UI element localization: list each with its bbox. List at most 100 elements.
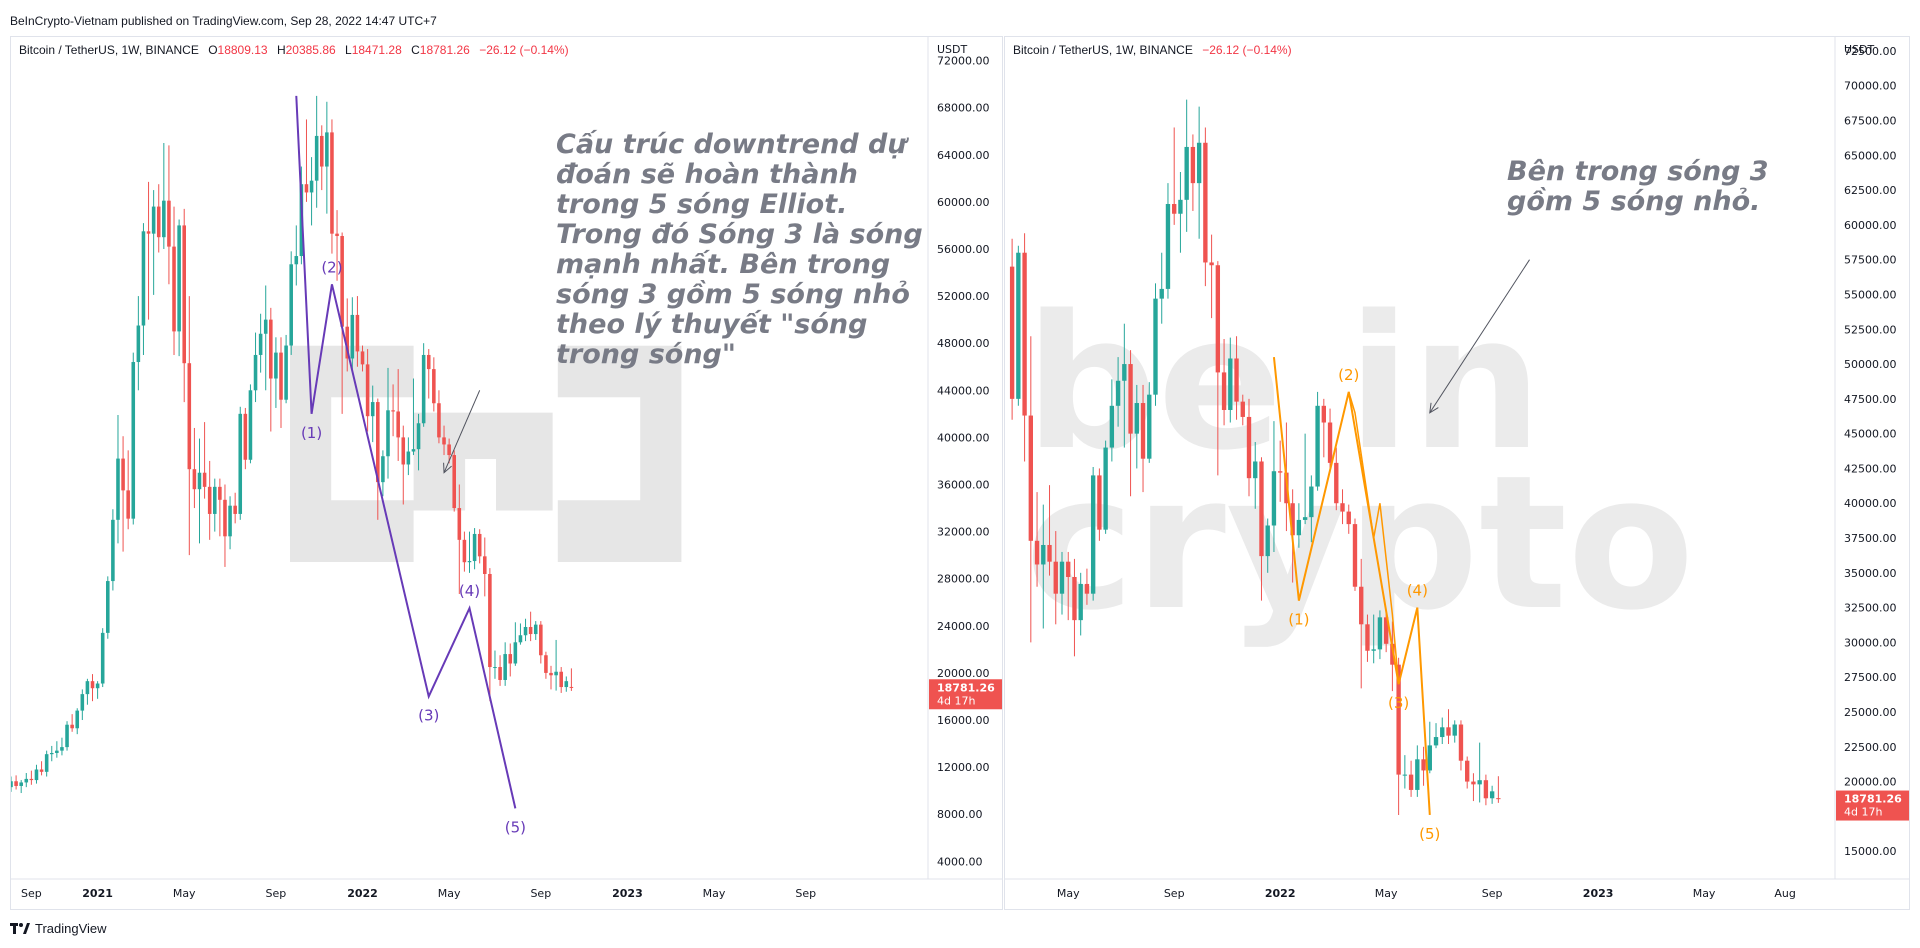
bic-watermark-logo-icon: [290, 345, 682, 562]
candle-body: [14, 781, 18, 786]
candle: [533, 621, 538, 640]
legend-high-value: 20385.86: [285, 43, 336, 57]
x-tick-label: Aug: [1774, 887, 1795, 900]
candle-body: [223, 499, 227, 537]
candle: [238, 406, 243, 520]
candle-body: [1172, 204, 1177, 214]
candle-body: [544, 655, 548, 673]
legend-open-value: 18809.13: [217, 43, 268, 57]
candle-body: [319, 135, 324, 167]
y-tick-label: 50000.00: [1844, 358, 1897, 371]
candle-body: [1452, 724, 1457, 736]
candle: [1246, 398, 1252, 497]
candle: [1471, 773, 1476, 802]
candle: [376, 398, 380, 520]
candle-body: [1427, 745, 1432, 771]
candle-body: [376, 402, 380, 483]
candle: [75, 708, 80, 735]
y-tick-label: 67500.00: [1844, 115, 1897, 128]
candle-body: [29, 778, 34, 781]
candle-body: [406, 451, 411, 465]
candle-body: [228, 505, 232, 537]
legend-right: Bitcoin / TetherUS, 1W, BINANCE −26.12 (…: [1013, 43, 1292, 57]
x-tick-label: May: [1375, 887, 1398, 900]
candle-body: [325, 132, 329, 167]
candle-body: [1028, 415, 1034, 541]
candle: [467, 531, 472, 573]
candle: [1022, 233, 1027, 462]
candle: [1371, 614, 1376, 664]
legend-left-change: −26.12 (−0.14%): [479, 43, 569, 57]
y-tick-label: 70000.00: [1844, 80, 1897, 93]
candle: [192, 427, 197, 509]
candle-body: [274, 352, 278, 379]
candle: [207, 460, 212, 540]
candle-body: [1153, 298, 1158, 395]
y-tick-label: 44000.00: [937, 384, 990, 397]
candle: [248, 384, 253, 464]
candle-body: [508, 654, 513, 664]
chart-panel-right[interactable]: be in crypto USDT 72500.00 70000.00 67500.00 6…: [1004, 36, 1910, 910]
annotation-arrow: [443, 390, 481, 473]
tradingview-footer: TradingView: [10, 921, 107, 936]
candle-body: [330, 132, 334, 234]
annotation-line: trong 5 sóng Elliot.: [556, 189, 847, 220]
x-tick-label: 2023: [1583, 887, 1614, 900]
candle: [1352, 518, 1358, 591]
annotation-arrow: [1429, 259, 1530, 414]
chart-panel-left[interactable]: USDT 72000.00 68000.00 64000.00 60000.00 5600…: [10, 36, 1003, 910]
candle-body: [253, 354, 258, 391]
candle: [330, 119, 334, 254]
candle: [167, 145, 171, 285]
candle: [518, 623, 523, 645]
candle: [60, 737, 64, 756]
candle: [172, 206, 176, 355]
candle-body: [365, 364, 370, 417]
y-tick-label: 42500.00: [1844, 462, 1897, 475]
y-tick-label: 60000.00: [937, 196, 990, 209]
candle: [34, 764, 39, 784]
candle: [1134, 384, 1139, 469]
annotation-line: theo lý thuyết "sóng: [556, 309, 867, 340]
y-tick-label: 60000.00: [1844, 219, 1897, 232]
candle: [1016, 245, 1021, 406]
candle: [549, 665, 553, 690]
candle-body: [1159, 288, 1164, 299]
candle-body: [1215, 265, 1221, 373]
candle: [1103, 440, 1108, 534]
candle-body: [1240, 401, 1245, 417]
candle: [177, 219, 181, 357]
candle: [162, 142, 166, 249]
elliott-wave-line: [295, 95, 517, 809]
candle-body: [197, 472, 202, 490]
candle: [1327, 408, 1333, 473]
candle: [263, 285, 268, 391]
candle: [569, 668, 574, 691]
candle-body: [202, 472, 207, 487]
candle-body: [207, 486, 212, 514]
candle: [447, 438, 451, 464]
candle: [49, 745, 54, 762]
candle: [80, 689, 85, 721]
candle-body: [1365, 624, 1370, 651]
candle: [559, 667, 563, 693]
wave-label: (3): [418, 706, 439, 724]
x-tick-label: 2023: [612, 887, 643, 900]
candle: [437, 390, 441, 444]
candle-body: [1084, 583, 1090, 594]
candle: [1433, 723, 1439, 749]
candle-body: [95, 683, 100, 689]
candle-body: [442, 437, 446, 445]
candle: [212, 478, 217, 532]
candle: [294, 225, 299, 286]
candle: [1059, 551, 1065, 615]
legend-left-title: Bitcoin / TetherUS, 1W, BINANCE: [19, 43, 199, 57]
candle-body: [212, 486, 217, 514]
candle: [121, 436, 125, 552]
candle: [345, 298, 350, 372]
candle: [1259, 457, 1264, 601]
y-tick-label: 68000.00: [937, 102, 990, 115]
legend-left: Bitcoin / TetherUS, 1W, BINANCE O18809.1…: [19, 43, 569, 57]
